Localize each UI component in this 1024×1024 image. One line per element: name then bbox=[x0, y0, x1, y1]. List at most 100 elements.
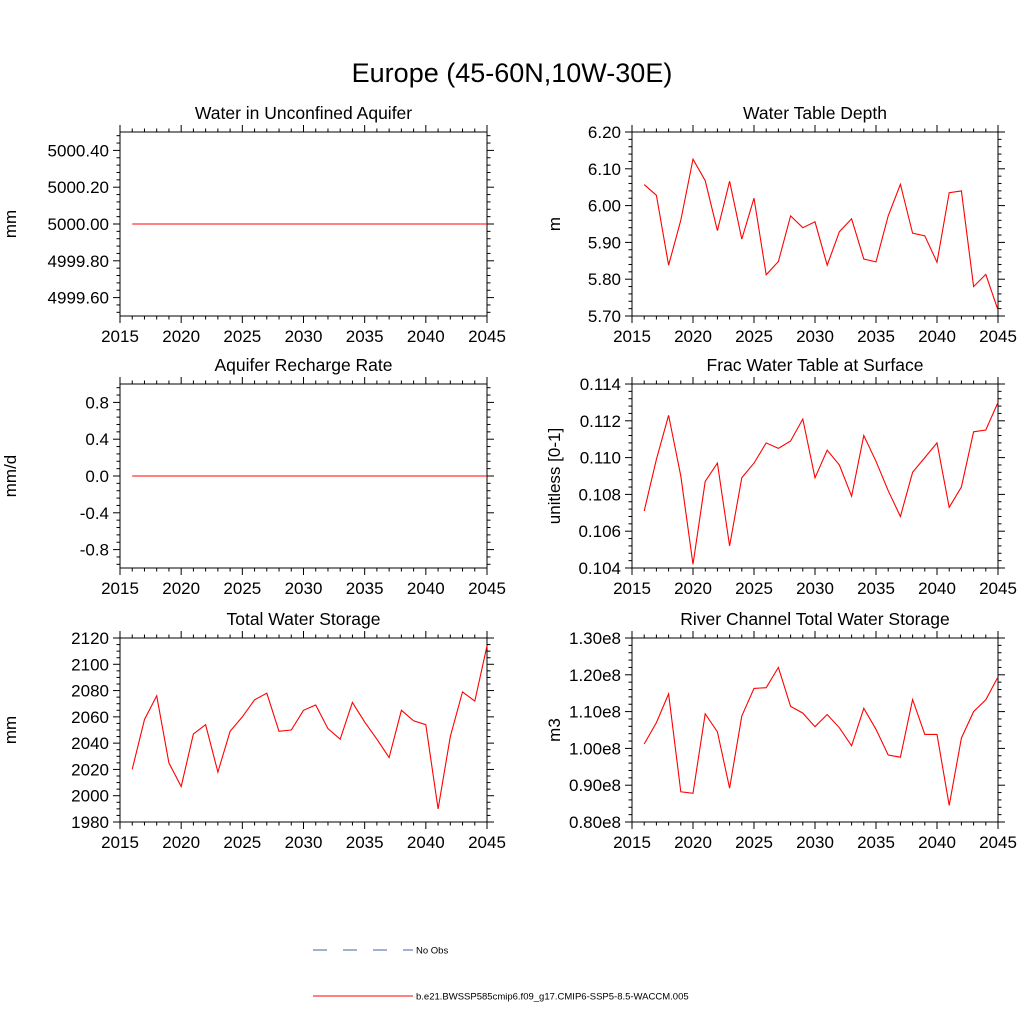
y-tick-label: 5.90 bbox=[588, 233, 621, 252]
x-tick-label: 2040 bbox=[407, 327, 445, 346]
series-line bbox=[643, 666, 999, 806]
panel-title: Total Water Storage bbox=[226, 609, 380, 629]
y-tick-label: 4999.60 bbox=[48, 289, 109, 308]
y-axis-label: m bbox=[545, 217, 564, 231]
y-tick-label: 1.20e8 bbox=[569, 666, 621, 685]
y-tick-label: 0.90e8 bbox=[569, 776, 621, 795]
x-tick-label: 2025 bbox=[223, 327, 261, 346]
y-tick-label: 2080 bbox=[71, 682, 109, 701]
y-tick-label: 2060 bbox=[71, 708, 109, 727]
y-tick-label: 0.106 bbox=[578, 522, 621, 541]
y-axis-label: unitless [0-1] bbox=[545, 428, 564, 524]
y-tick-label: 2020 bbox=[71, 760, 109, 779]
y-tick-label: 6.10 bbox=[588, 160, 621, 179]
x-tick-label: 2040 bbox=[918, 579, 956, 598]
panel-3: 2015 2020 2025 2030 2035 2040 2045 -0.8 -0.4 0.0 0… bbox=[1, 355, 506, 598]
y-tick-label: 0.112 bbox=[580, 412, 621, 431]
y-tick-label: -0.4 bbox=[80, 504, 109, 523]
panel-axes bbox=[625, 631, 1005, 829]
x-tick-label: 2025 bbox=[735, 327, 773, 346]
plot-frame bbox=[631, 131, 999, 317]
series-line bbox=[643, 157, 999, 311]
series-line bbox=[131, 645, 488, 809]
x-tick-label: 2035 bbox=[857, 579, 895, 598]
x-tick-label: 2045 bbox=[468, 833, 506, 852]
legend-entry-obs: No Obs bbox=[313, 946, 448, 957]
panels: 2015 2020 2025 2030 2035 2040 2045 4999.60 4999.… bbox=[1, 103, 1017, 852]
x-tick-label: 2040 bbox=[407, 833, 445, 852]
y-tick-label: 4999.80 bbox=[48, 252, 109, 271]
x-tick-label: 2030 bbox=[285, 327, 323, 346]
x-tick-label: 2030 bbox=[796, 327, 834, 346]
x-tick-label: 2030 bbox=[796, 579, 834, 598]
panel-title: Water in Unconfined Aquifer bbox=[195, 103, 412, 123]
legend-label-model: b.e21.BWSSP585cmip6.f09_g17.CMIP6-SSP5-8… bbox=[416, 992, 689, 1003]
y-tick-label: 0.110 bbox=[580, 449, 621, 468]
y-axis-label: m3 bbox=[545, 718, 564, 742]
x-tick-label: 2030 bbox=[285, 579, 323, 598]
x-tick-label: 2030 bbox=[796, 833, 834, 852]
y-axis-label: mm bbox=[1, 716, 20, 744]
x-tick-label: 2035 bbox=[346, 327, 384, 346]
y-tick-label: 1.30e8 bbox=[569, 629, 621, 648]
x-tick-label: 2015 bbox=[613, 579, 651, 598]
plot-frame bbox=[119, 637, 488, 823]
y-tick-label: 6.00 bbox=[588, 197, 621, 216]
y-tick-label: 1.10e8 bbox=[569, 703, 621, 722]
y-tick-label: 5000.40 bbox=[48, 141, 109, 160]
panel-title: Water Table Depth bbox=[743, 103, 887, 123]
y-tick-label: 5.80 bbox=[588, 270, 621, 289]
x-tick-label: 2040 bbox=[407, 579, 445, 598]
y-tick-label: 0.4 bbox=[85, 430, 109, 449]
x-tick-label: 2045 bbox=[979, 579, 1017, 598]
x-tick-label: 2035 bbox=[346, 833, 384, 852]
panel-title: Aquifer Recharge Rate bbox=[214, 355, 392, 375]
x-tick-label: 2045 bbox=[979, 327, 1017, 346]
x-tick-label: 2035 bbox=[857, 833, 895, 852]
y-tick-label: 0.0 bbox=[85, 467, 109, 486]
plot-frame bbox=[631, 637, 999, 823]
x-tick-label: 2015 bbox=[613, 327, 651, 346]
x-tick-label: 2030 bbox=[285, 833, 323, 852]
panel-axes bbox=[625, 377, 1005, 575]
x-tick-label: 2035 bbox=[346, 579, 384, 598]
x-tick-label: 2040 bbox=[918, 327, 956, 346]
panel-title: Frac Water Table at Surface bbox=[707, 355, 924, 375]
y-tick-label: 5.70 bbox=[588, 307, 621, 326]
x-tick-label: 2020 bbox=[674, 579, 712, 598]
panel-title: River Channel Total Water Storage bbox=[680, 609, 949, 629]
panel-4: 2015 2020 2025 2030 2035 2040 2045 0.104 0.106 0.… bbox=[545, 355, 1017, 598]
y-tick-label: -0.8 bbox=[80, 541, 109, 560]
panel-axes bbox=[625, 125, 1005, 323]
panel-1: 2015 2020 2025 2030 2035 2040 2045 4999.60 4999.… bbox=[1, 103, 506, 346]
legend-entry-model: b.e21.BWSSP585cmip6.f09_g17.CMIP6-SSP5-8… bbox=[313, 992, 689, 1003]
series-line bbox=[643, 402, 999, 565]
y-tick-label: 1.00e8 bbox=[569, 739, 621, 758]
y-tick-label: 2040 bbox=[71, 734, 109, 753]
y-tick-label: 0.104 bbox=[578, 559, 621, 578]
x-tick-label: 2020 bbox=[162, 327, 200, 346]
x-tick-label: 2025 bbox=[735, 579, 773, 598]
x-tick-label: 2015 bbox=[101, 833, 139, 852]
figure-title: Europe (45-60N,10W-30E) bbox=[352, 58, 673, 88]
y-tick-label: 6.20 bbox=[588, 123, 621, 142]
y-tick-label: 0.80e8 bbox=[569, 813, 621, 832]
x-tick-label: 2020 bbox=[674, 327, 712, 346]
y-tick-label: 2100 bbox=[71, 655, 109, 674]
x-tick-label: 2045 bbox=[468, 579, 506, 598]
x-tick-label: 2020 bbox=[162, 579, 200, 598]
x-tick-label: 2015 bbox=[613, 833, 651, 852]
y-tick-label: 5000.00 bbox=[48, 215, 109, 234]
y-tick-label: 0.108 bbox=[578, 485, 621, 504]
y-axis-label: mm/d bbox=[1, 455, 20, 498]
y-tick-label: 0.8 bbox=[85, 393, 109, 412]
x-tick-label: 2045 bbox=[979, 833, 1017, 852]
legend-label-obs: No Obs bbox=[416, 946, 448, 957]
x-tick-label: 2015 bbox=[101, 327, 139, 346]
legend: No Obs b.e21.BWSSP585cmip6.f09_g17.CMIP6… bbox=[313, 946, 689, 1003]
x-tick-label: 2025 bbox=[223, 579, 261, 598]
panel-2: 2015 2020 2025 2030 2035 2040 2045 5.70 5.80 5.90… bbox=[545, 103, 1017, 346]
panel-axes bbox=[113, 631, 494, 829]
panel-6: 2015 2020 2025 2030 2035 2040 2045 0.80e8 0.90e8… bbox=[545, 609, 1017, 852]
